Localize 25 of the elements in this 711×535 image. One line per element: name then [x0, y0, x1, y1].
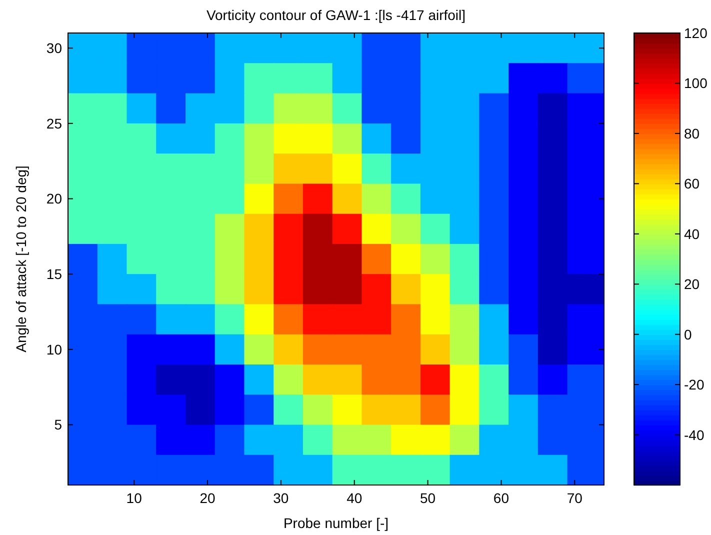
color-bar-label: 80 — [684, 125, 700, 142]
y-tick-label: 5 — [54, 416, 62, 433]
chart-title: Vorticity contour of GAW-1 :[ls -417 airfoil] — [206, 7, 466, 23]
x-tick-label: 40 — [346, 490, 362, 506]
color-bar-label: -40 — [684, 426, 704, 443]
color-bar-label: 0 — [684, 326, 692, 342]
color-bar-label: 60 — [684, 176, 700, 192]
y-tick-label: 25 — [46, 115, 62, 132]
color-bar-label: 20 — [684, 276, 700, 292]
x-tick-label: 30 — [273, 490, 289, 506]
x-tick-label: 10 — [126, 490, 142, 506]
x-tick-label: 20 — [200, 490, 216, 506]
y-tick-label: 20 — [46, 190, 62, 207]
x-tick-label: 50 — [420, 490, 436, 506]
y-axis-title: Angle of attack [-10 to 20 deg] — [13, 166, 29, 352]
x-axis-title: Probe number [-] — [283, 515, 389, 531]
x-tick-label: 70 — [566, 490, 583, 506]
color-bar-label: 40 — [684, 226, 700, 242]
y-tick-label: 10 — [46, 341, 62, 358]
color-bar-label: 100 — [684, 75, 708, 92]
y-tick-label: 15 — [46, 266, 62, 282]
color-bar-label: 120 — [684, 25, 708, 41]
x-tick-label: 60 — [493, 490, 510, 506]
y-tick-label: 30 — [46, 40, 62, 56]
color-bar-label: -20 — [684, 376, 704, 393]
